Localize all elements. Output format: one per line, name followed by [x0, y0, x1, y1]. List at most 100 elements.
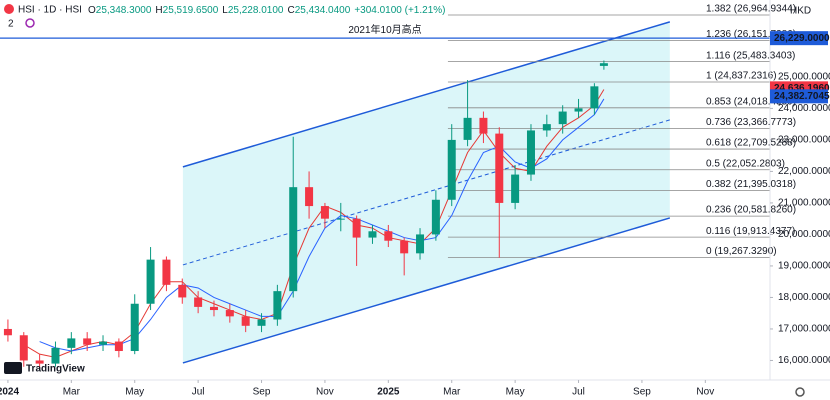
y-tick-label: 21,000.0000	[778, 198, 830, 209]
candle-body	[384, 231, 393, 241]
candle-body	[241, 316, 250, 326]
ohlc-value: 25,348.3000	[96, 5, 152, 16]
candle-body	[447, 139, 456, 200]
change: +304.0100 (+1.21%)	[354, 5, 445, 16]
candle-body	[194, 297, 203, 307]
candle-body	[114, 341, 123, 352]
candle-body	[463, 117, 472, 140]
indicator-icon[interactable]	[25, 18, 35, 28]
x-tick-label: Mar	[443, 387, 461, 398]
plot: 1.382 (26,964.9344) 1.236 (26,151.7286) 1.…	[0, 4, 796, 370]
ohlc-value: 25,434.0400	[295, 5, 351, 16]
fib-label: 1.116 (25,483.3403)	[706, 50, 795, 61]
fib-label: 1.382 (26,964.9344)	[706, 4, 796, 15]
candle-body	[495, 133, 504, 203]
x-tick-label: Sep	[633, 387, 651, 398]
x-tick-label: Sep	[253, 387, 271, 398]
x-tick-label: Mar	[63, 387, 81, 398]
candle-body	[320, 206, 329, 219]
candle-body	[83, 338, 92, 345]
currency[interactable]: HKD	[790, 6, 811, 17]
candle-body	[479, 117, 488, 134]
y-tick-label: 17,000.0000	[778, 324, 830, 335]
x-tick-label: Nov	[316, 387, 334, 398]
candle-body	[130, 303, 139, 352]
y-tick-label: 22,000.0000	[778, 166, 830, 177]
candle-body	[273, 291, 282, 320]
fib-label: 0.853 (24,018.4559)	[706, 96, 796, 107]
channel-line	[182, 217, 671, 364]
candle-body	[590, 86, 599, 109]
x-tick-label: May	[125, 387, 144, 398]
x-tick-label: Jul	[572, 387, 585, 398]
ohlc-value: 25,519.6500	[163, 5, 219, 16]
ohlc-key: L	[222, 5, 228, 16]
candle-body	[305, 187, 314, 207]
candle-body	[352, 218, 361, 238]
y-tick-label: 25,000.0000	[778, 72, 830, 83]
channel-line	[182, 119, 670, 266]
candle-body	[51, 347, 60, 364]
price-badge	[770, 31, 828, 46]
symbol-icon[interactable]	[4, 4, 14, 14]
brand-logo	[4, 362, 22, 374]
candle-body	[542, 124, 551, 131]
fib-label: 0.618 (22,709.5288)	[706, 138, 796, 149]
channel-line	[182, 21, 671, 168]
ohlc-key: O	[88, 5, 96, 16]
candle-body	[178, 284, 187, 298]
candle-body	[99, 341, 108, 345]
candle-body	[162, 259, 171, 285]
candle-body	[558, 111, 567, 125]
candle-body	[209, 306, 218, 311]
fib-label: 1.236 (26,151.7286)	[706, 29, 796, 40]
x-tick-label: Nov	[696, 387, 714, 398]
candle-body	[289, 187, 298, 292]
candle-body	[336, 218, 345, 220]
candle-body	[257, 319, 266, 326]
candle-body	[67, 338, 76, 348]
ohlc-key: H	[155, 5, 162, 16]
fib-label: 0.736 (23,366.7773)	[706, 117, 796, 128]
y-tick-label: 23,000.0000	[778, 135, 830, 146]
fib-label: 0.236 (20,581.8260)	[706, 205, 796, 216]
y-tick-label: 19,000.0000	[778, 261, 830, 272]
price-badge-label: 24,636.1960	[774, 83, 830, 94]
x-tick-label: May	[506, 387, 525, 398]
symbol[interactable]: HSI · 1D · HSI	[18, 5, 82, 16]
x-tick-label: 2024	[0, 387, 19, 398]
ohlc-header: O25,348.3000 H25,519.6500 L25,228.0100 C25,…	[88, 5, 446, 16]
fib-label: 0 (19,267.3290)	[706, 246, 777, 257]
y-tick-label: 24,000.0000	[778, 103, 830, 114]
candle-body	[400, 240, 409, 254]
price-line-label: 2021年10月高点	[348, 23, 421, 36]
candle-body	[146, 259, 155, 304]
ohlc-value: 25,228.0100	[228, 5, 284, 16]
candle-body	[416, 234, 425, 254]
y-tick-label: 18,000.0000	[778, 292, 830, 303]
candle-body	[574, 108, 583, 112]
candle-body	[511, 174, 520, 203]
candle-body	[526, 130, 535, 175]
settings-icon[interactable]	[795, 387, 805, 397]
candle-body	[431, 199, 440, 235]
candle-body	[368, 231, 377, 238]
candle-body	[225, 310, 234, 317]
candle-body	[19, 335, 28, 361]
fib-label: 0.116 (19,913.4377)	[706, 226, 795, 237]
price-badge-label: 26,229.0000	[774, 33, 830, 44]
price-badge-label: 24,382.7045	[774, 91, 830, 102]
ohlc-key: C	[287, 5, 294, 16]
y-tick-label: 16,000.0000	[778, 355, 830, 366]
y-tick-label: 20,000.0000	[778, 229, 830, 240]
fib-label: 1 (24,837.2316)	[706, 71, 777, 82]
candle-body	[3, 328, 12, 336]
fib-label: 0.382 (21,395.0318)	[706, 179, 796, 190]
brand: TradingView	[26, 364, 85, 375]
indicator-count[interactable]: 2	[8, 19, 14, 30]
x-tick-label: Jul	[192, 387, 205, 398]
candle-body	[35, 360, 44, 364]
fib-label: 0.5 (22,052.2803)	[706, 158, 785, 169]
price-badge	[770, 89, 828, 104]
